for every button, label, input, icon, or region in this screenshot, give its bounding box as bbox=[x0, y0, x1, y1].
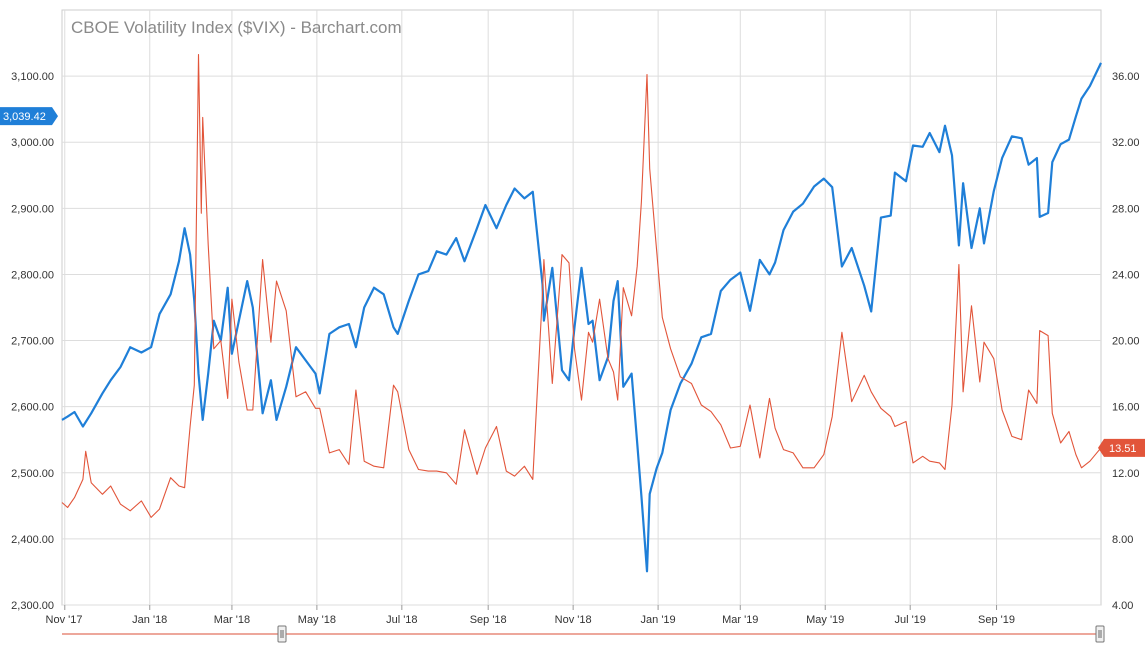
y-right-tick-label: 24.00 bbox=[1112, 269, 1140, 281]
last-value-badge-left bbox=[0, 107, 58, 126]
y-left-tick-label: 2,400.00 bbox=[11, 534, 54, 546]
navigator-right-handle[interactable] bbox=[1095, 625, 1105, 643]
x-tick-label: Jul '19 bbox=[894, 614, 925, 626]
y-right-tick-label: 28.00 bbox=[1112, 203, 1140, 215]
y-right-tick-label: 8.00 bbox=[1112, 534, 1133, 546]
x-tick-label: Sep '19 bbox=[978, 614, 1015, 626]
x-tick-label: Jan '18 bbox=[132, 614, 167, 626]
series-line-right bbox=[61, 54, 1102, 518]
x-tick-label: Mar '18 bbox=[214, 614, 250, 626]
y-left-tick-label: 2,900.00 bbox=[11, 203, 54, 215]
x-tick-label: Jul '18 bbox=[386, 614, 417, 626]
x-tick-label: May '19 bbox=[806, 614, 844, 626]
y-left-tick-label: 2,800.00 bbox=[11, 269, 54, 281]
last-value-badge-right bbox=[1098, 438, 1145, 457]
y-left-tick-label: 2,300.00 bbox=[11, 600, 54, 612]
y-right-tick-label: 32.00 bbox=[1112, 137, 1140, 149]
x-tick-label: Nov '17 bbox=[46, 614, 83, 626]
y-right-tick-label: 4.00 bbox=[1112, 600, 1133, 612]
y-right-tick-label: 36.00 bbox=[1112, 71, 1140, 83]
last-value-label-right: 13.51 bbox=[1109, 443, 1137, 455]
y-left-tick-label: 3,100.00 bbox=[11, 71, 54, 83]
y-left-tick-label: 2,700.00 bbox=[11, 336, 54, 348]
chart-title: CBOE Volatility Index ($VIX) - Barchart.… bbox=[71, 18, 402, 37]
y-right-tick-label: 16.00 bbox=[1112, 402, 1140, 414]
x-tick-label: Mar '19 bbox=[722, 614, 758, 626]
series-line-left bbox=[61, 62, 1102, 573]
navigator-left-handle[interactable] bbox=[277, 625, 287, 643]
x-tick-label: May '18 bbox=[298, 614, 336, 626]
y-left-tick-label: 2,600.00 bbox=[11, 402, 54, 414]
x-tick-label: Nov '18 bbox=[555, 614, 592, 626]
last-value-label-left: 3,039.42 bbox=[3, 111, 46, 123]
y-left-tick-label: 3,000.00 bbox=[11, 137, 54, 149]
x-tick-label: Jan '19 bbox=[641, 614, 676, 626]
y-right-tick-label: 20.00 bbox=[1112, 336, 1140, 348]
x-tick-label: Sep '18 bbox=[470, 614, 507, 626]
plot-frame bbox=[61, 9, 1102, 606]
y-left-tick-label: 2,500.00 bbox=[11, 468, 54, 480]
y-right-tick-label: 12.00 bbox=[1112, 468, 1140, 480]
